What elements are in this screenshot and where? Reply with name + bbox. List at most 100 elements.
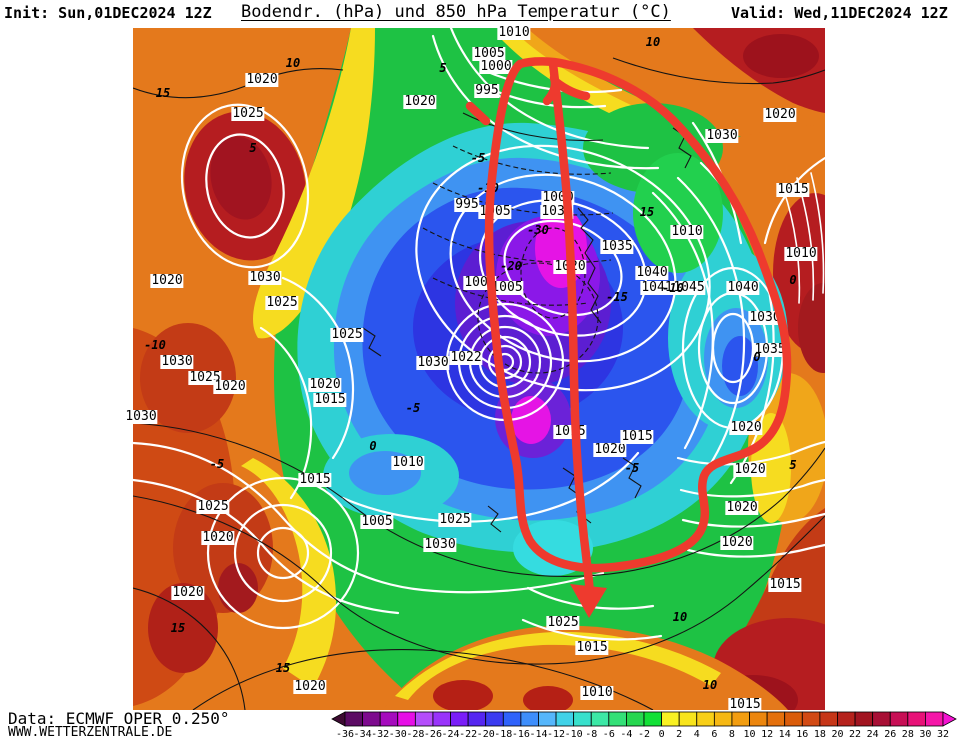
colorbar-segment <box>643 711 662 727</box>
colorbar-tick-label: -12 <box>547 729 565 740</box>
pressure-label: 1025 <box>546 615 580 630</box>
pressure-label: 1030 <box>423 537 457 552</box>
colorbar-right-arrow <box>942 711 957 727</box>
pressure-label: 1020 <box>733 462 767 477</box>
temperature-label: -30 <box>527 223 549 237</box>
pressure-label: 1025 <box>231 106 265 121</box>
colorbar-segment <box>362 711 381 727</box>
colorbar-segment <box>801 711 821 727</box>
pressure-label: 1015 <box>575 640 609 655</box>
temperature-label: 0 <box>369 439 377 453</box>
colorbar-tick-label: -16 <box>512 729 530 740</box>
pressure-label: 1020 <box>729 420 763 435</box>
pressure-label: 1030 <box>124 409 158 424</box>
colorbar-tick-label: 8 <box>729 729 735 740</box>
colorbar-tick-label: -14 <box>529 729 547 740</box>
colorbar-tick-label: 20 <box>831 729 843 740</box>
colorbar-segment <box>450 711 469 727</box>
colorbar-segment <box>713 711 733 727</box>
colorbar-segment <box>837 711 856 727</box>
colorbar-tick-label: -2 <box>638 729 650 740</box>
colorbar-tick-label: -22 <box>459 729 477 740</box>
pressure-label: 1030 <box>748 310 782 325</box>
pressure-label: 1010 <box>580 685 614 700</box>
pressure-label: 1025 <box>265 295 299 310</box>
temperature-label: 5 <box>439 61 447 75</box>
pressure-label: 1005 <box>360 514 394 529</box>
pressure-label: 1020 <box>213 379 247 394</box>
pressure-label: 1030 <box>705 128 739 143</box>
colorbar-segment <box>678 711 698 727</box>
colorbar-tick-label: 22 <box>849 729 861 740</box>
colorbar-segment <box>397 711 416 727</box>
colorbar-segment <box>854 711 874 727</box>
colorbar-segment <box>344 711 363 727</box>
pressure-label: 1005 <box>472 46 506 61</box>
pressure-label: 1020 <box>308 377 342 392</box>
pressure-label: 995 <box>454 197 480 212</box>
valid-timestamp: Valid: Wed,11DEC2024 12Z <box>731 4 948 22</box>
pressure-label: 1015 <box>768 577 802 592</box>
pressure-label: 1015 <box>620 429 654 444</box>
map-title: Bodendr. (hPa) und 850 hPa Temperatur (°… <box>241 2 671 22</box>
colorbar-segment <box>626 711 645 727</box>
temperature-label: -5 <box>209 457 225 471</box>
data-source-text: Data: ECMWF OPER 0.250° <box>8 709 230 728</box>
colorbar-tick-label: -10 <box>565 729 583 740</box>
colorbar-tick-label: 14 <box>779 729 791 740</box>
temperature-label: 15 <box>170 621 186 635</box>
colorbar-segment <box>467 711 487 727</box>
pressure-label: 1015 <box>776 182 810 197</box>
pressure-label: 1020 <box>593 442 627 457</box>
pressure-label: 1015 <box>313 392 347 407</box>
colorbar-tick-label: 0 <box>659 729 665 740</box>
temperature-label: -15 <box>606 290 628 304</box>
temperature-label: 15 <box>639 205 655 219</box>
colorbar-tick-label: -30 <box>389 729 407 740</box>
colorbar-tick-label: 16 <box>796 729 808 740</box>
annotation-arrowhead <box>570 584 607 618</box>
pressure-label: 1025 <box>188 370 222 385</box>
colorbar-segment <box>907 711 926 727</box>
pressure-label: 1015 <box>728 697 762 712</box>
colorbar-segment <box>555 711 575 727</box>
pressure-label: 1025 <box>330 327 364 342</box>
colorbar-tick-label: -6 <box>603 729 615 740</box>
pressure-label: 1020 <box>201 530 235 545</box>
colorbar-segment <box>414 711 434 727</box>
pressure-label: 1040 <box>635 265 669 280</box>
colorbar-segment <box>784 711 803 727</box>
pressure-label: 1035 <box>600 239 634 254</box>
temperature-label: -5 <box>405 401 421 415</box>
colorbar-tick-label: -20 <box>477 729 495 740</box>
pressure-label: 1020 <box>171 585 205 600</box>
colorbar-segment <box>608 711 627 727</box>
pressure-label: 995 <box>474 83 500 98</box>
colorbar-segment <box>432 711 451 727</box>
colorbar-tick-label: 2 <box>676 729 682 740</box>
colorbar-segment <box>538 711 557 727</box>
weather-map: 1010 1005 1000 995 1020 1020 1025 1030 1020 1015 1… <box>124 26 825 712</box>
colorbar-graphic: -36 -34 -32 -30 -28 -26 -24 -22 -20 -18 -16 -14 -12-… <box>331 711 957 740</box>
temperature-label: 5 <box>249 141 257 155</box>
temperature-colorbar: -36 -34 -32 -30 -28 -26 -24 -22 -20 -18 -16 -14 -12-… <box>330 710 958 740</box>
colorbar-segment <box>502 711 522 727</box>
colorbar-segment <box>590 711 610 727</box>
colorbar-segment <box>379 711 399 727</box>
temperature-label: 15 <box>155 86 171 100</box>
pressure-label: 1020 <box>245 72 279 87</box>
temperature-label: 10 <box>285 56 301 70</box>
annotation-fork-right <box>551 77 591 101</box>
colorbar-tick-label: 12 <box>761 729 773 740</box>
colorbar-tick-label: -32 <box>371 729 389 740</box>
website-text: WWW.WETTERZENTRALE.DE <box>8 725 173 740</box>
colorbar-segment <box>696 711 715 727</box>
temperature-label: -10 <box>662 281 684 295</box>
pressure-label: 1010 <box>784 246 818 261</box>
pressure-label: 1040 <box>726 280 760 295</box>
pressure-label: 1020 <box>293 679 327 694</box>
pressure-label: 1020 <box>720 535 754 550</box>
pressure-label: 1041 <box>640 280 674 295</box>
temperature-label: -20 <box>500 259 522 273</box>
